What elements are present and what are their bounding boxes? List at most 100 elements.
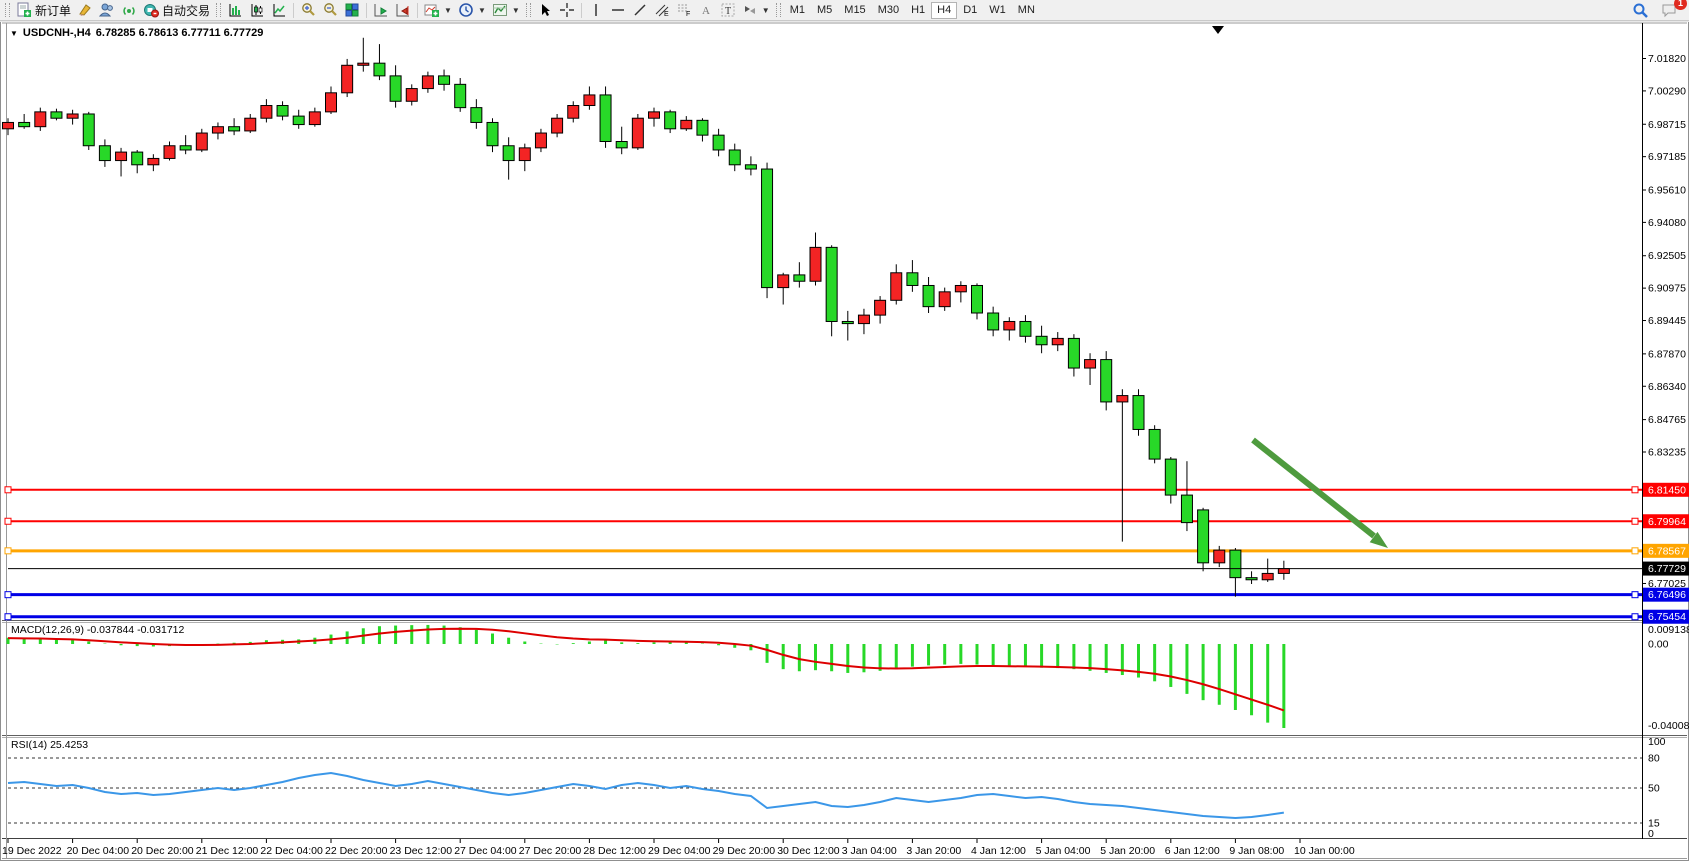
price-tick-label: 6.77025 [1648, 578, 1686, 590]
candle [631, 117, 644, 149]
candle [744, 164, 757, 170]
toolbar-grip [525, 3, 531, 17]
line-handle[interactable] [4, 613, 12, 621]
timeframe-button-D1[interactable]: D1 [963, 3, 978, 16]
tile-windows-icon [345, 3, 359, 17]
chart-menu-triangle-icon[interactable]: ▼ [10, 28, 18, 38]
line-handle[interactable] [1631, 591, 1639, 599]
toolbar-grip [5, 3, 10, 17]
text-label-button[interactable]: T [717, 1, 739, 20]
timeframe-button-M30[interactable]: M30 [877, 3, 900, 16]
cursor-button[interactable] [534, 1, 556, 20]
time-tick-label: 22 Dec 20:00 [325, 845, 388, 857]
time-tick-label: 4 Jan 12:00 [971, 845, 1026, 857]
candle [1132, 395, 1145, 430]
crosshair-button[interactable] [556, 1, 578, 20]
svg-text:E: E [664, 11, 669, 18]
timeframe-button-H1[interactable]: H1 [911, 3, 926, 16]
candle [567, 105, 580, 119]
zoom-out-button[interactable] [319, 1, 341, 20]
auto-scroll-button[interactable] [370, 1, 392, 20]
marker-button[interactable] [74, 1, 96, 20]
candle [599, 94, 612, 143]
line-price-tag-bg [1643, 587, 1689, 602]
candle [1229, 549, 1242, 579]
line-handle[interactable] [4, 486, 12, 494]
line-chart-button[interactable] [268, 1, 290, 20]
candle [341, 64, 354, 94]
candle [244, 117, 257, 132]
trendline-button[interactable] [629, 1, 651, 20]
chart-title-ohlc: 6.78285 6.78613 6.77711 6.77729 [95, 27, 264, 39]
line-handle[interactable] [1631, 547, 1639, 555]
fibonacci-button[interactable]: F [673, 1, 695, 20]
tile-windows-button[interactable] [341, 1, 363, 20]
time-tick-label: 21 Dec 12:00 [196, 845, 259, 857]
candle [1067, 337, 1080, 369]
vertical-line-button[interactable] [585, 1, 607, 20]
line-price-tag: 6.76496 [1648, 589, 1686, 601]
trend-arrow-object[interactable] [1251, 437, 1376, 539]
candle [438, 75, 451, 85]
notifications-button[interactable]: 1 [1658, 0, 1687, 20]
line-handle[interactable] [1631, 613, 1639, 621]
indicators-button[interactable]: ▼ [421, 1, 455, 20]
equidistant-channel-icon: E [655, 4, 669, 18]
line-handle[interactable] [4, 591, 12, 599]
search-button[interactable] [1629, 1, 1652, 20]
auto-scroll-icon [374, 4, 388, 17]
equidistant-channel-button[interactable]: E [651, 1, 673, 20]
line-price-tag: 6.75454 [1648, 611, 1686, 623]
candle [325, 92, 337, 113]
candle [502, 145, 515, 162]
line-price-tag-bg [1643, 514, 1689, 529]
chart-shift-marker[interactable] [1212, 26, 1224, 34]
templates-icon [492, 4, 507, 16]
candle [1148, 428, 1161, 460]
signals-button[interactable] [118, 1, 140, 20]
arrows-button[interactable]: ▼ [739, 1, 773, 20]
profiles-icon [99, 3, 113, 17]
profiles-button[interactable] [96, 1, 118, 20]
timeframe-button-M15[interactable]: M15 [844, 3, 866, 16]
price-tick-label: 6.84765 [1648, 414, 1686, 426]
text-icon: A [702, 5, 710, 17]
zoom-in-icon [302, 3, 315, 16]
line-handle[interactable] [1631, 486, 1639, 494]
macd-axis-label: 0.00 [1648, 639, 1669, 651]
main-toolbar: 新订单 自动交易 [0, 0, 1689, 21]
candlestick-chart-icon [251, 4, 264, 17]
autotrading-button[interactable]: 自动交易 [140, 1, 213, 20]
candle [551, 117, 564, 134]
new-order-button[interactable]: 新订单 [13, 1, 74, 20]
current-price-tag-bg [1643, 561, 1689, 576]
chart-shift-icon [396, 4, 410, 17]
candle [18, 121, 31, 128]
bar-chart-button[interactable] [224, 1, 246, 20]
candle [1116, 395, 1129, 403]
line-handle[interactable] [4, 517, 12, 525]
timeframe-button-M1[interactable]: M1 [789, 3, 805, 16]
chart-shift-button[interactable] [392, 1, 414, 20]
horizontal-line-button[interactable] [607, 1, 629, 20]
candle [648, 111, 660, 119]
candle [809, 246, 822, 282]
time-tick-label: 3 Jan 20:00 [906, 845, 961, 857]
rsi-level-label: 80 [1648, 753, 1660, 765]
periods-button[interactable]: ▼ [455, 1, 489, 20]
timeframe-button-M5[interactable]: M5 [817, 3, 833, 16]
signals-icon [123, 6, 135, 16]
zoom-in-button[interactable] [297, 1, 319, 20]
timeframe-button-H4[interactable]: H4 [931, 1, 958, 19]
text-button[interactable]: A [695, 1, 717, 20]
candlestick-chart-button[interactable] [246, 1, 268, 20]
candle [1277, 568, 1290, 574]
price-tick-label: 7.00290 [1648, 85, 1686, 97]
line-handle[interactable] [1631, 517, 1639, 525]
timeframe-button-W1[interactable]: W1 [989, 3, 1006, 16]
templates-button[interactable]: ▼ [489, 1, 523, 20]
line-handle[interactable] [4, 547, 12, 555]
svg-text:A: A [702, 5, 710, 17]
candle [793, 274, 806, 282]
timeframe-button-MN[interactable]: MN [1017, 3, 1035, 16]
